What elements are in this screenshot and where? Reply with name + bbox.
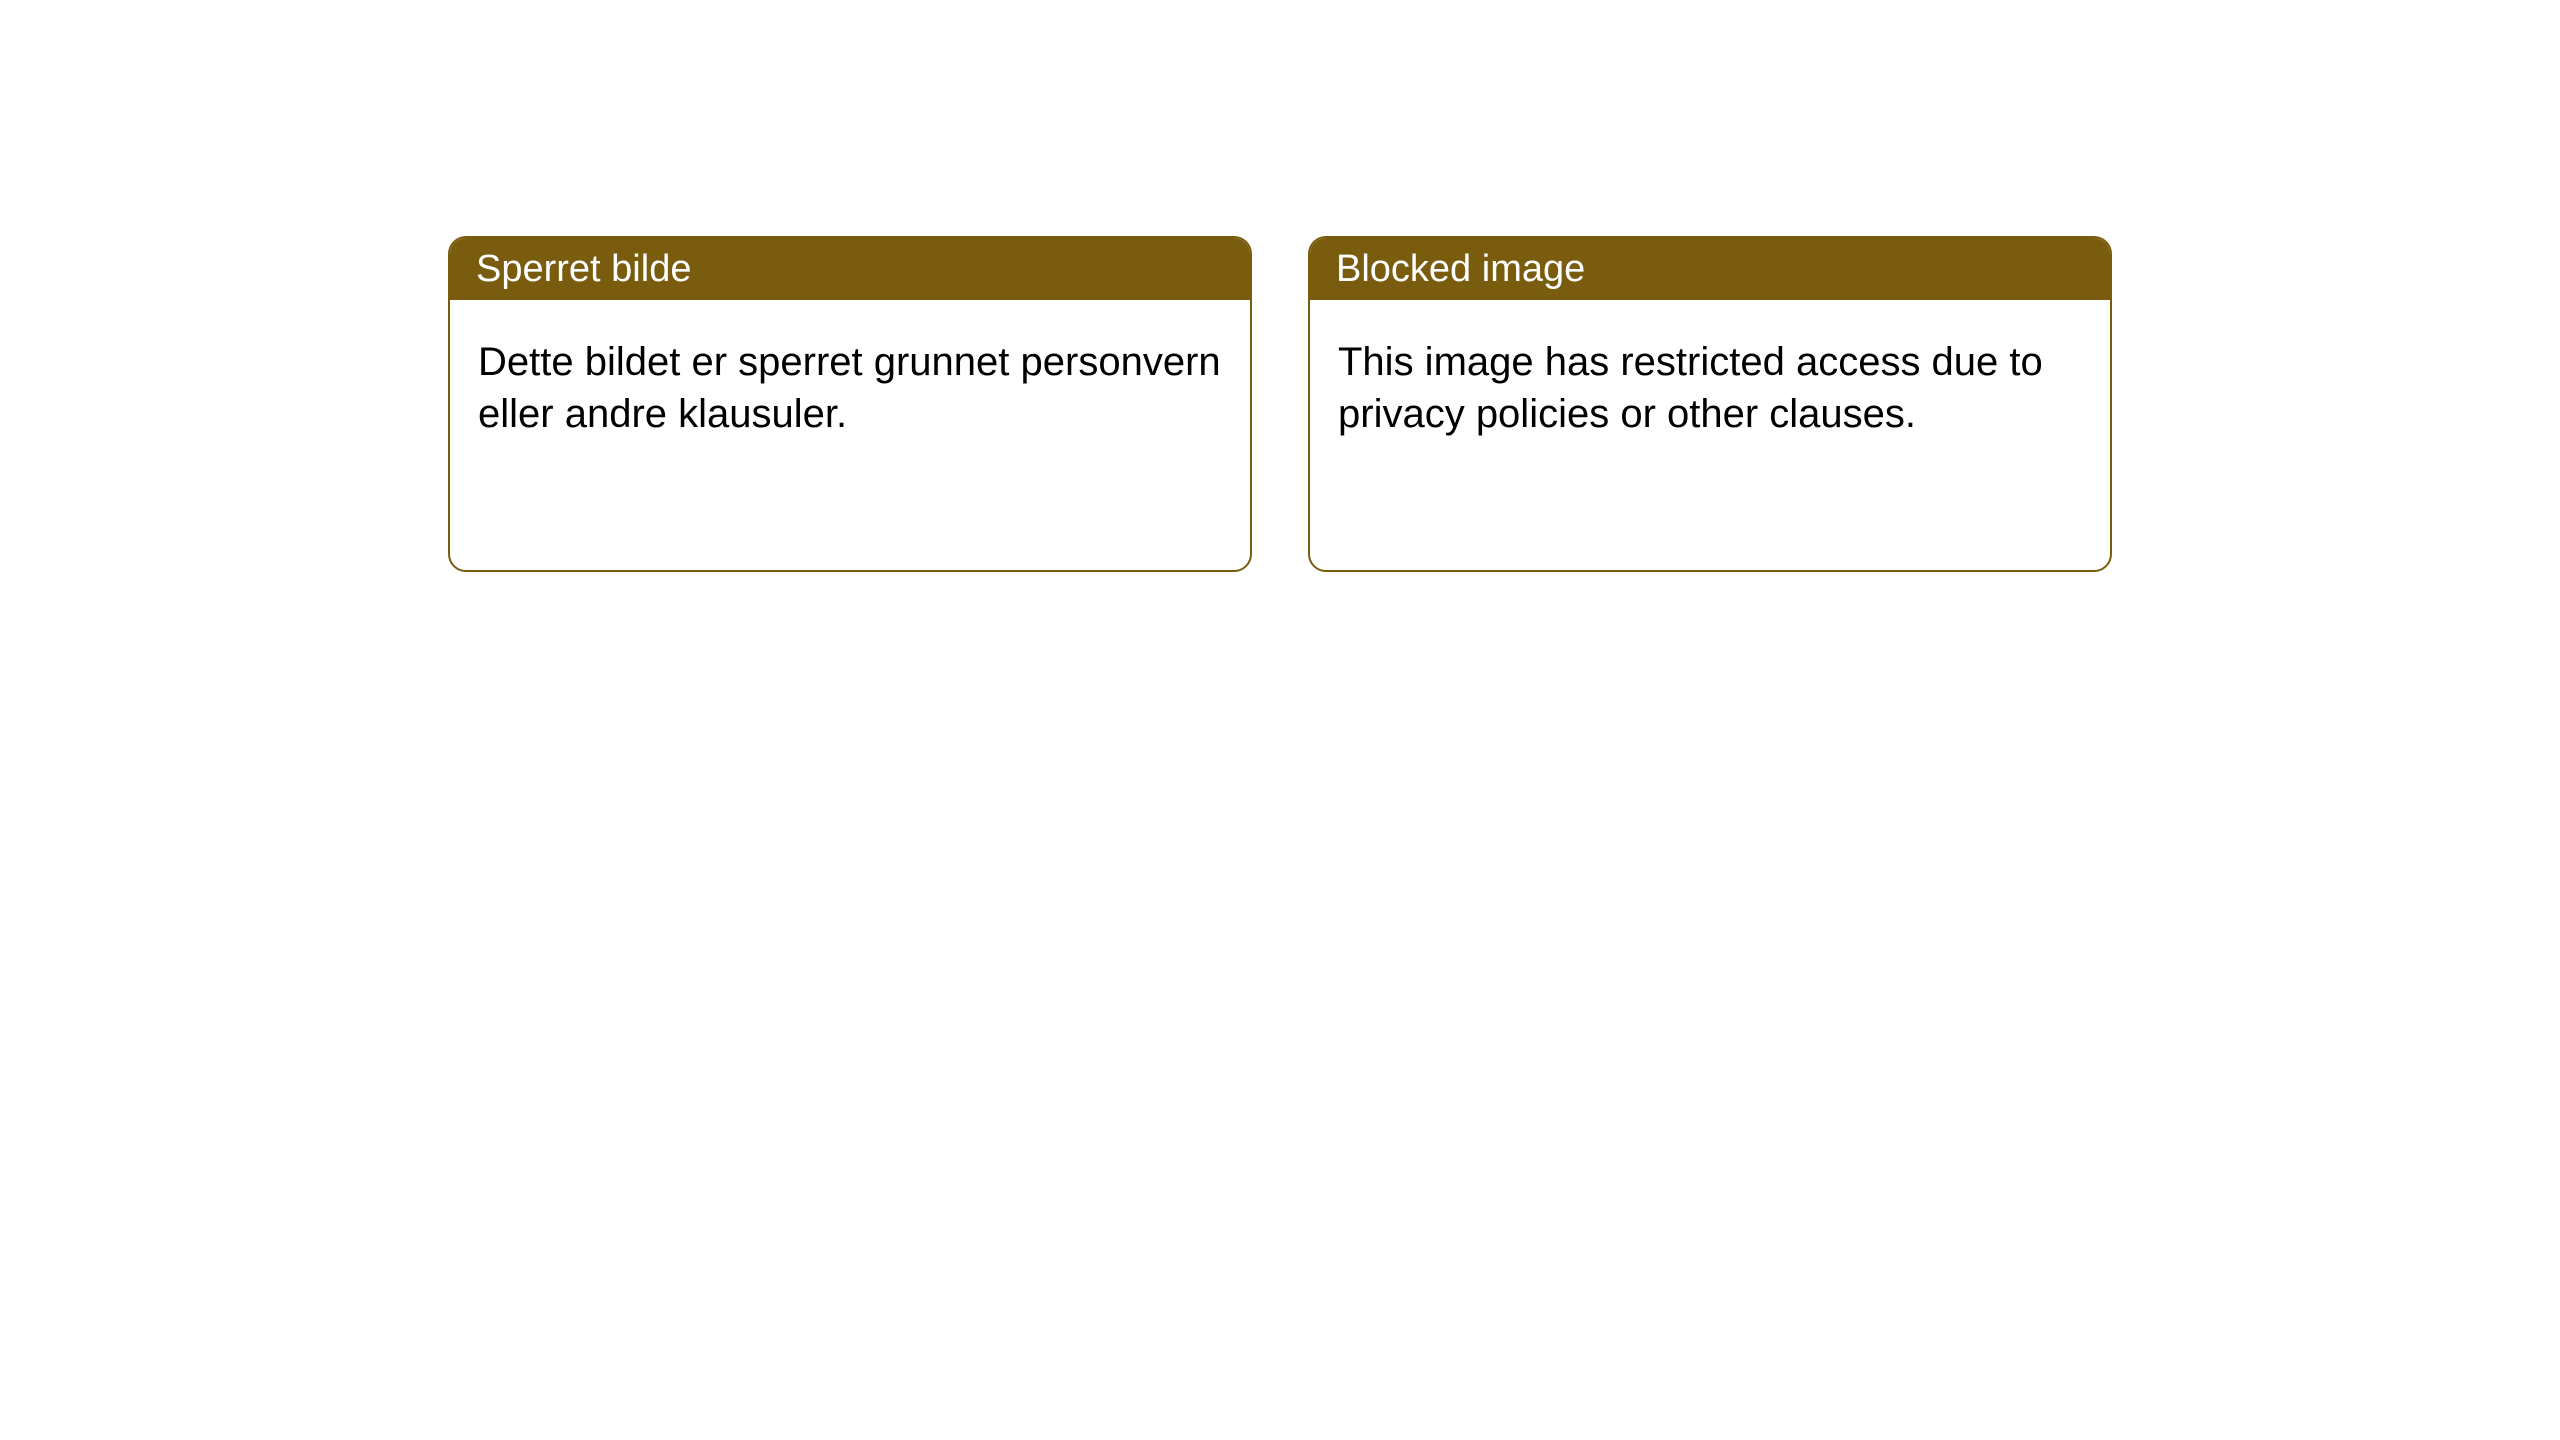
notice-body-text: This image has restricted access due to …	[1338, 340, 2043, 436]
notice-card-english: Blocked image This image has restricted …	[1308, 236, 2112, 572]
notice-body-text: Dette bildet er sperret grunnet personve…	[478, 340, 1221, 436]
notice-header: Sperret bilde	[450, 238, 1250, 300]
notice-title: Blocked image	[1336, 248, 1585, 291]
notice-card-norwegian: Sperret bilde Dette bildet er sperret gr…	[448, 236, 1252, 572]
notice-body: This image has restricted access due to …	[1310, 300, 2110, 476]
notice-container: Sperret bilde Dette bildet er sperret gr…	[0, 0, 2560, 572]
notice-body: Dette bildet er sperret grunnet personve…	[450, 300, 1250, 476]
notice-title: Sperret bilde	[476, 248, 691, 291]
notice-header: Blocked image	[1310, 238, 2110, 300]
